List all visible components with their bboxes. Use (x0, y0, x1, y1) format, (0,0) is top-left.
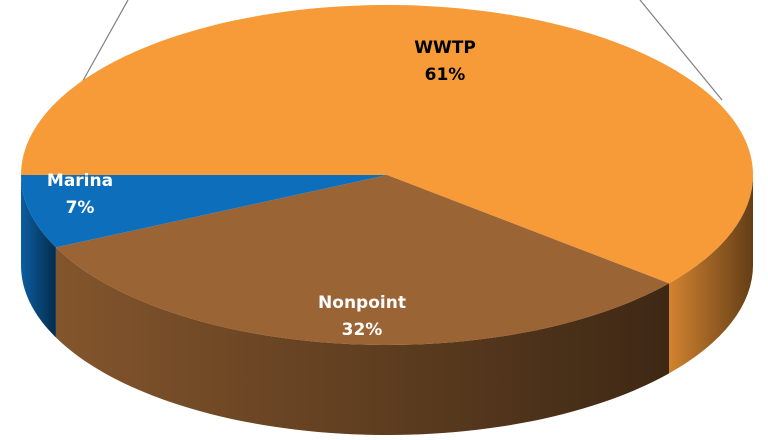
slice-side-shade (21, 175, 56, 338)
connector-line (639, 0, 723, 101)
data-label-category: Nonpoint (318, 293, 406, 313)
data-label-category: WWTP (414, 38, 476, 58)
slice-side-shade (55, 247, 670, 436)
data-label-value: 7% (66, 198, 95, 218)
slice (55, 175, 670, 345)
slice-side-shade (669, 175, 753, 374)
data-label-category: Marina (47, 171, 113, 191)
connector-line (74, 0, 129, 96)
data-label-value: 61% (425, 65, 466, 85)
data-label-value: 32% (342, 320, 383, 340)
pie (21, 4, 754, 436)
slice (21, 175, 387, 248)
slice (21, 4, 754, 284)
